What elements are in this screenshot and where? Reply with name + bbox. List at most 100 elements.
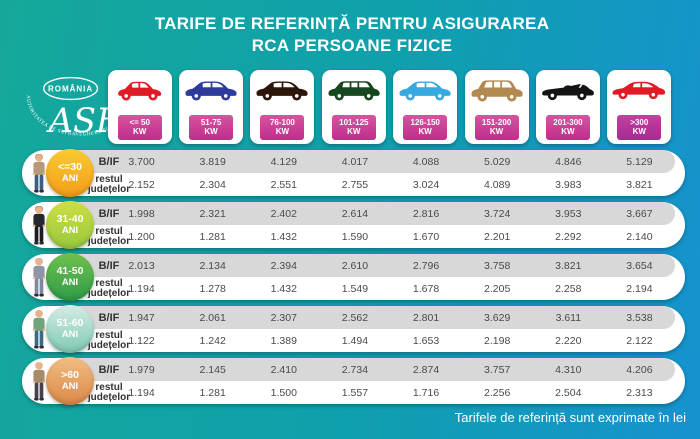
tariff-value: 1.670 <box>412 230 440 243</box>
age-range-label: 41-50 <box>56 264 84 277</box>
rest-label-line-1: restul <box>95 173 123 185</box>
tariff-bands: B/IF 2.013 2.134 2.394 2.610 2.796 3.758 3.821… <box>72 250 685 304</box>
bif-tariff-band: B/IF 2.013 2.134 2.394 2.610 2.796 3.758 3.821… <box>72 254 675 277</box>
gray-suit-man-icon <box>32 258 46 297</box>
power-unit-label: KW <box>561 127 575 136</box>
tariff-value: 2.562 <box>341 311 369 324</box>
tariff-value: 3.654 <box>626 259 653 272</box>
tariff-value: 2.504 <box>555 386 582 399</box>
power-range-label: >300 <box>630 118 649 127</box>
tariff-value: 2.122 <box>626 334 653 347</box>
tariff-value: 2.198 <box>484 334 511 347</box>
tariff-value: 3.819 <box>199 155 226 168</box>
bif-tariff-band: B/IF 3.700 3.819 4.129 4.017 4.088 5.029 4.846… <box>72 150 675 173</box>
power-column-tile: 201-300 KW <box>535 70 600 144</box>
tariff-value: 1.278 <box>199 282 226 295</box>
young-man-icon <box>32 154 46 193</box>
tariff-table: <=30 ANI B/IF 3.700 3.819 4.129 4.017 4.088 5… <box>22 149 685 410</box>
rest-label-line-1: restul <box>95 329 123 341</box>
bif-values: 2.013 2.134 2.394 2.610 2.796 3.758 3.821 3.654 <box>106 260 675 272</box>
tariff-value: 2.292 <box>555 230 582 243</box>
age-group-row: 41-50 ANI B/IF 2.013 2.134 2.394 2.610 2.796… <box>22 253 685 301</box>
age-unit-label: ANI <box>61 329 79 341</box>
age-group-row: >60 ANI B/IF 1.979 2.145 2.410 2.734 2.874 3.… <box>22 357 685 405</box>
age-unit-label: ANI <box>61 277 79 289</box>
tariff-value: 2.816 <box>412 207 440 220</box>
tariff-value: 2.194 <box>626 282 653 295</box>
tariff-value: 2.205 <box>484 282 511 295</box>
rest-label-line-2: județelor <box>87 391 131 403</box>
tariff-bands: B/IF 3.700 3.819 4.129 4.017 4.088 5.029 4.846… <box>72 146 685 200</box>
tariff-value: 2.734 <box>341 363 369 376</box>
rest-label-line-1: restul <box>95 225 123 237</box>
rest-label-line-1: restul <box>95 277 123 289</box>
power-column-tile: 151-200 KW <box>464 70 529 144</box>
tariff-value: 2.796 <box>412 259 440 272</box>
tariff-value: 2.256 <box>484 386 511 399</box>
rest-counties-label: restul județelor <box>86 382 132 403</box>
age-unit-label: ANI <box>61 381 79 393</box>
power-range-label: 101-125 <box>339 118 369 127</box>
power-column-tile: 51-75 KW <box>179 70 244 144</box>
power-range-badge: <= 50 KW <box>117 115 162 140</box>
rest-counties-label: restul județelor <box>86 277 132 299</box>
power-column-tile: 76-100 KW <box>250 70 315 144</box>
tariff-bands: B/IF 1.947 2.061 2.307 2.562 2.801 3.629 3.611… <box>72 302 685 356</box>
tariff-value: 2.152 <box>128 178 155 191</box>
tariff-value: 5.029 <box>484 155 511 168</box>
age-badge: 41-50 ANI <box>46 253 94 301</box>
rest-tariff-band: restul județelor 1.194 1.278 1.432 1.549 1.6… <box>72 277 675 300</box>
rest-counties-label: restul județelor <box>86 225 132 247</box>
rest-tariff-band: restul județelor 1.200 1.281 1.432 1.590 1.6… <box>72 225 675 248</box>
tariff-value: 3.983 <box>555 178 582 191</box>
tariff-value: 3.724 <box>484 207 511 220</box>
age-group-row: 51-60 ANI B/IF 1.947 2.061 2.307 2.562 2.801… <box>22 305 685 353</box>
tariff-value: 4.310 <box>555 363 582 376</box>
tariff-value: 2.140 <box>626 230 653 243</box>
bif-label: B/IF <box>98 155 120 168</box>
car-icon <box>471 80 523 102</box>
bif-tariff-band: B/IF 1.947 2.061 2.307 2.562 2.801 3.629 3.611… <box>72 306 675 329</box>
tariff-value: 3.758 <box>484 259 511 272</box>
tariff-value: 2.013 <box>128 259 155 272</box>
tariff-value: 2.061 <box>199 311 226 324</box>
tariff-value: 1.716 <box>412 386 440 399</box>
rest-label-line-2: județelor <box>87 235 131 247</box>
power-range-label: 151-200 <box>481 118 512 127</box>
rest-tariff-band: restul județelor 1.194 1.281 1.500 1.557 1.7… <box>72 381 675 404</box>
age-badge: 51-60 ANI <box>46 305 94 353</box>
bif-label: B/IF <box>98 363 120 376</box>
logo-country-label: ROMÂNIA <box>48 84 93 93</box>
tariff-value: 3.821 <box>555 259 582 272</box>
rest-tariff-band: restul județelor 1.122 1.242 1.389 1.494 1.6… <box>72 329 675 352</box>
age-badge: <=30 ANI <box>46 149 94 197</box>
tariff-value: 1.242 <box>199 334 226 347</box>
elderly-man-icon <box>32 362 46 401</box>
age-unit-label: ANI <box>61 225 79 237</box>
tariff-value: 2.307 <box>270 311 297 324</box>
rest-values: 1.200 1.281 1.432 1.590 1.670 2.201 2.292 2.140 <box>106 231 675 243</box>
rest-values: 1.194 1.281 1.500 1.557 1.716 2.256 2.504 2.313 <box>106 387 675 399</box>
logo-ellipse <box>43 76 99 101</box>
power-unit-label: KW <box>418 127 432 136</box>
bif-label: B/IF <box>98 259 120 272</box>
power-range-label: <= 50 <box>129 118 150 127</box>
title-line-1: TARIFE DE REFERINȚĂ PENTRU ASIGURAREA <box>154 14 550 33</box>
power-column-tile: 101-125 KW <box>321 70 386 144</box>
age-range-label: 51-60 <box>56 316 84 329</box>
power-range-label: 201-300 <box>553 118 583 127</box>
tariff-value: 2.304 <box>199 178 226 191</box>
age-range-label: >60 <box>61 368 79 381</box>
tariff-value: 2.313 <box>626 386 653 399</box>
power-column-tile: 126-150 KW <box>393 70 458 144</box>
power-unit-label: KW <box>347 127 361 136</box>
power-range-label: 76-100 <box>269 118 295 127</box>
power-header-row: <= 50 KW 51-75 KW 76-100 KW 101-125 KW 1… <box>104 70 675 144</box>
tariff-bands: B/IF 1.998 2.321 2.402 2.614 2.816 3.724 3.953… <box>72 198 685 252</box>
tariff-value: 2.874 <box>412 363 440 376</box>
power-range-badge: 76-100 KW <box>260 115 305 140</box>
rest-counties-label: restul județelor <box>86 173 132 195</box>
page-title: TARIFE DE REFERINȚĂ PENTRU ASIGURAREA RC… <box>152 13 552 56</box>
rest-values: 1.122 1.242 1.389 1.494 1.653 2.198 2.220 2.122 <box>106 335 675 347</box>
power-unit-label: KW <box>133 127 147 136</box>
